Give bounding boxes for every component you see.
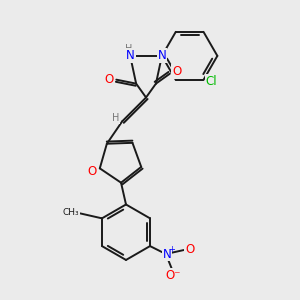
Text: H: H [112,113,119,123]
Text: N: N [163,248,171,260]
Text: O⁻: O⁻ [165,269,181,282]
Text: O: O [185,243,194,256]
Text: +: + [168,244,175,253]
Text: O: O [87,165,97,178]
Text: H: H [124,44,132,54]
Text: CH₃: CH₃ [63,208,80,217]
Text: Cl: Cl [206,75,217,88]
Text: O: O [172,65,182,78]
Text: N: N [158,50,166,62]
Text: O: O [105,73,114,86]
Text: N: N [126,50,135,62]
